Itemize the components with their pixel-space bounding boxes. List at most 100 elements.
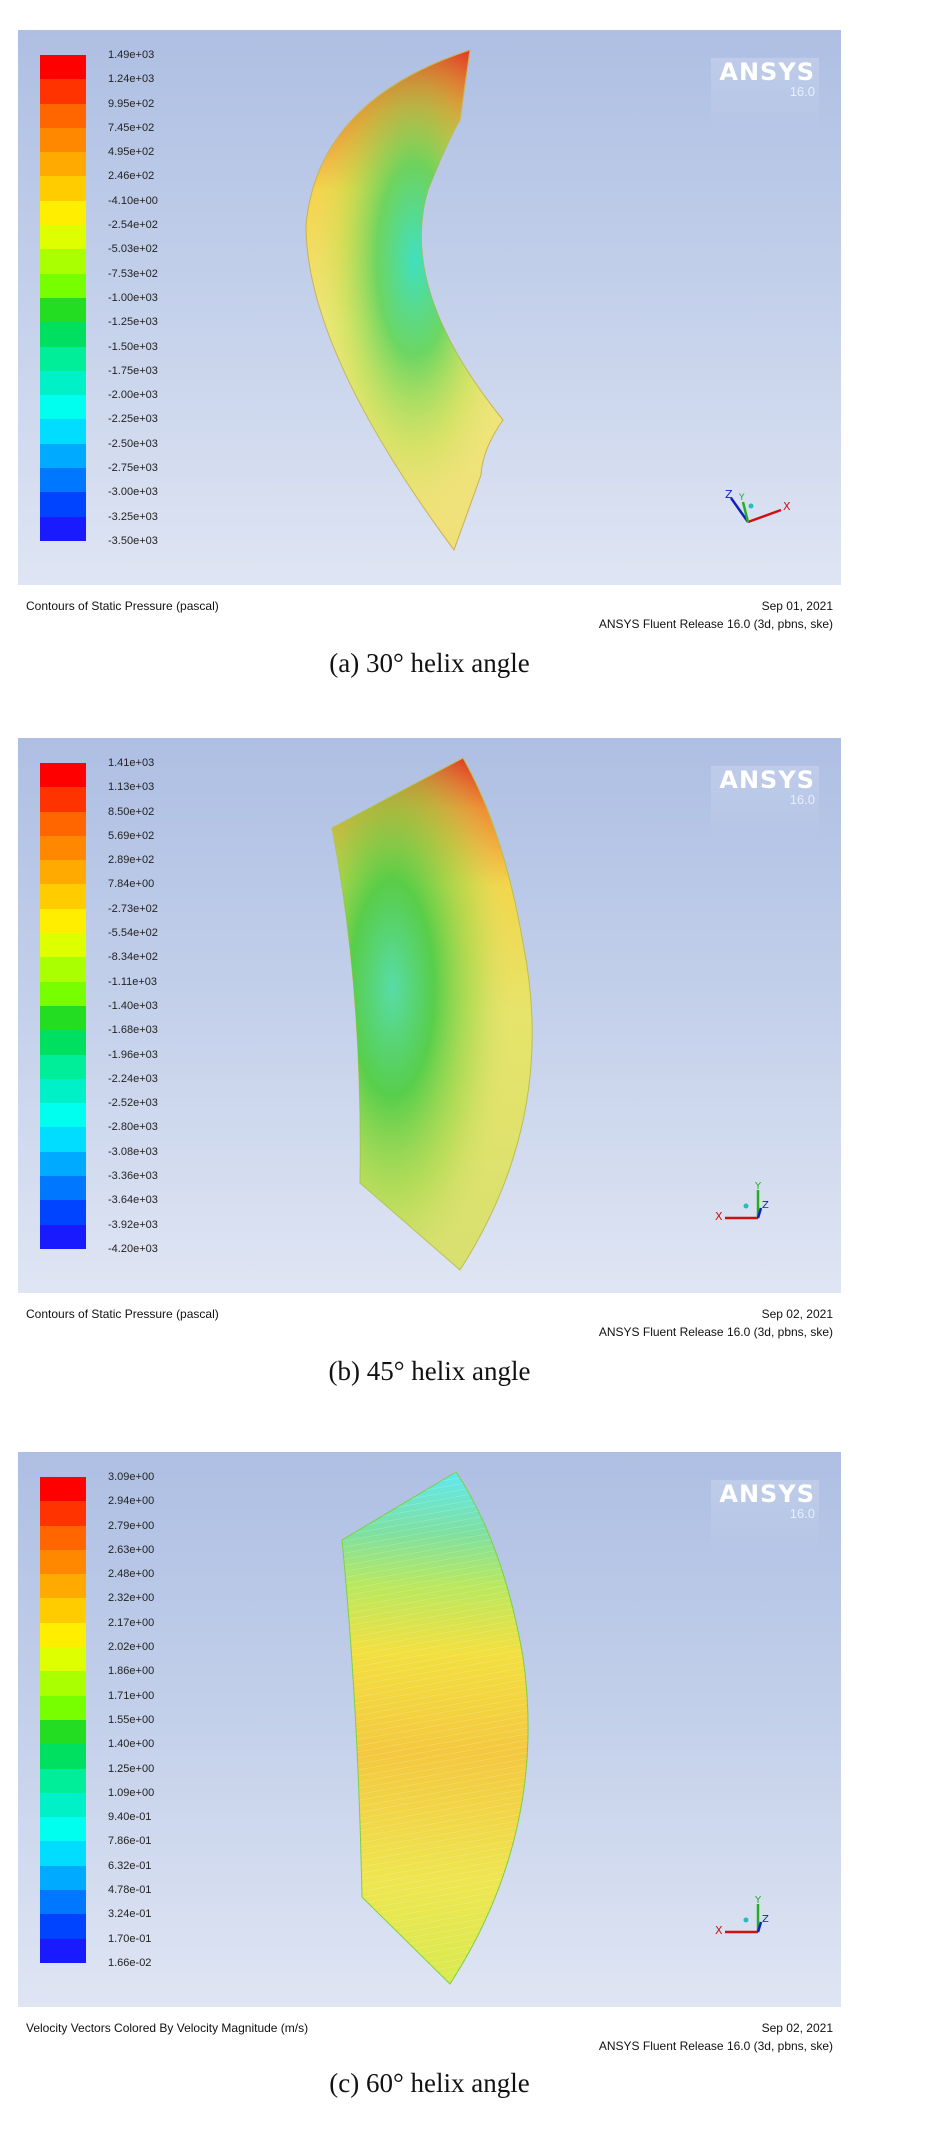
legend-swatch xyxy=(40,1647,86,1672)
legend-swatch xyxy=(40,370,86,396)
legend-row: 3.24e-01 xyxy=(40,1908,190,1939)
legend-swatch xyxy=(40,763,86,788)
legend-label: -4.10e+00 xyxy=(108,194,158,207)
legend-row: -2.73e+02 xyxy=(40,903,190,934)
legend-row: -7.53e+02 xyxy=(40,268,190,298)
legend-label: -2.54e+02 xyxy=(108,219,158,232)
legend-row: -3.25e+03 -3.50e+03 xyxy=(40,511,190,547)
legend-swatch xyxy=(40,1695,86,1720)
legend-swatch xyxy=(40,443,86,469)
legend-label: -2.80e+03 xyxy=(108,1121,158,1134)
svg-text:Z: Z xyxy=(762,1914,769,1925)
legend-label: 4.95e+02 xyxy=(108,146,155,159)
legend-label: -1.50e+03 xyxy=(108,340,158,353)
legend-label: 8.50e+02 xyxy=(108,805,155,818)
legend-label: 3.09e+00 xyxy=(108,1471,155,1483)
legend-label: -7.53e+02 xyxy=(108,267,158,280)
legend-label: 5.69e+02 xyxy=(108,829,155,842)
figure-footer: Velocity Vectors Colored By Velocity Mag… xyxy=(18,2017,841,2057)
legend-swatch xyxy=(40,884,86,909)
legend-label: 7.86e-01 xyxy=(108,1835,152,1848)
caption-b: (b) 45° helix angle xyxy=(328,1356,531,1386)
legend-label: 1.71e+00 xyxy=(108,1689,155,1702)
legend-label: 1.49e+03 xyxy=(108,49,155,61)
legend-label: 7.84e+00 xyxy=(108,878,155,891)
legend-label: 4.78e-01 xyxy=(108,1884,152,1897)
solver-release: ANSYS Fluent Release 16.0 (3d, pbns, ske… xyxy=(598,1325,833,1339)
legend-swatch xyxy=(40,1574,86,1599)
plot-date: Sep 01, 2021 xyxy=(761,599,833,613)
legend-row: -2.00e+03 xyxy=(40,389,190,420)
legend-row: -2.25e+03 xyxy=(40,413,190,444)
legend-row: -3.64e+03 xyxy=(40,1194,190,1225)
legend-swatch xyxy=(40,908,86,934)
legend-row: 2.02e+00 xyxy=(40,1641,190,1672)
legend-row: 2.46e+02 xyxy=(40,170,190,201)
legend-row: -4.10e+00 xyxy=(40,195,190,226)
legend-label: -1.25e+03 xyxy=(108,316,158,329)
figure-panel-a: 1.49e+03 1.24e+03 9.95e+02 7.45e+02 4.95e+02… xyxy=(18,30,841,631)
legend-label: 1.55e+00 xyxy=(108,1713,155,1726)
legend-row: 1.24e+03 xyxy=(40,73,190,104)
solver-release: ANSYS Fluent Release 16.0 (3d, pbns, ske… xyxy=(598,2039,833,2053)
caption-c: (c) 60° helix angle xyxy=(329,2068,530,2098)
brand-name: ANSYS xyxy=(719,766,815,794)
legend-swatch xyxy=(40,1176,86,1201)
legend-label: -3.36e+03 xyxy=(108,1170,158,1183)
axis-triad-icon: X Y Z xyxy=(715,1181,769,1223)
legend-row: -1.00e+03 xyxy=(40,292,190,323)
legend-row: 8.50e+02 xyxy=(40,806,190,836)
legend-swatch xyxy=(40,933,86,958)
svg-text:Z: Z xyxy=(762,1200,769,1211)
legend-row: 1.70e-01 1.66e-02 xyxy=(40,1933,190,1969)
legend-swatch xyxy=(40,152,86,177)
legend-row: 9.40e-01 xyxy=(40,1811,190,1842)
legend-label: -3.00e+03 xyxy=(108,486,158,499)
svg-text:X: X xyxy=(715,1210,723,1223)
legend-label: 1.86e+00 xyxy=(108,1665,155,1678)
legend-swatch xyxy=(40,1054,86,1079)
legend-row: 1.55e+00 xyxy=(40,1714,190,1745)
legend-swatch xyxy=(40,103,86,128)
legend-row: -2.50e+03 xyxy=(40,438,190,469)
legend-row: -3.36e+03 xyxy=(40,1170,190,1201)
graphics-viewport: 1.41e+03 1.13e+03 8.50e+02 5.69e+02 2.89e+02… xyxy=(18,738,841,1293)
legend-label: -2.24e+03 xyxy=(108,1072,158,1085)
legend-swatch xyxy=(40,1622,86,1648)
axis-triad-icon: X Y Z xyxy=(715,1895,769,1937)
legend-row: -1.96e+03 xyxy=(40,1049,190,1079)
legend-swatch xyxy=(40,395,86,420)
svg-text:Y: Y xyxy=(738,493,745,503)
legend-swatch xyxy=(40,1477,86,1502)
legend-row: -2.24e+03 xyxy=(40,1073,190,1104)
ansys-logo: ANSYS 16.0 xyxy=(711,58,819,130)
graphics-viewport: 1.49e+03 1.24e+03 9.95e+02 7.45e+02 4.95e+02… xyxy=(18,30,841,585)
legend-swatch xyxy=(40,176,86,201)
legend-label: 2.32e+00 xyxy=(108,1592,155,1605)
legend-label: -3.92e+03 xyxy=(108,1218,158,1231)
legend-swatch xyxy=(40,1200,86,1225)
legend-label: 2.48e+00 xyxy=(108,1568,155,1581)
legend-row: -5.03e+02 xyxy=(40,243,190,274)
legend-label: -2.25e+03 xyxy=(108,413,158,426)
legend-label: 1.09e+00 xyxy=(108,1786,155,1799)
legend-label: 7.45e+02 xyxy=(108,121,155,134)
legend-row: -2.52e+03 xyxy=(40,1097,190,1128)
figure-footer: Contours of Static Pressure (pascal) Sep… xyxy=(18,1303,841,1343)
legend-swatch xyxy=(40,1744,86,1769)
legend-row: 7.45e+02 xyxy=(40,122,190,153)
legend-row: -2.75e+03 xyxy=(40,462,190,493)
legend-label: -2.73e+02 xyxy=(108,902,158,915)
legend-row: 3.09e+00 xyxy=(40,1471,190,1502)
legend-row: 2.48e+00 xyxy=(40,1568,190,1599)
svg-text:Z: Z xyxy=(725,488,733,501)
legend-row: 2.17e+00 xyxy=(40,1617,190,1648)
brand-name: ANSYS xyxy=(719,58,815,86)
legend-label: 2.46e+02 xyxy=(108,170,155,183)
legend-label: 1.25e+00 xyxy=(108,1762,155,1775)
solver-release: ANSYS Fluent Release 16.0 (3d, pbns, ske… xyxy=(598,617,833,631)
figure-panel-b: 1.41e+03 1.13e+03 8.50e+02 5.69e+02 2.89e+02… xyxy=(18,738,841,1339)
legend-row: 1.86e+00 xyxy=(40,1665,190,1696)
legend-label: 2.63e+00 xyxy=(108,1543,155,1556)
legend-swatch xyxy=(40,1890,86,1915)
